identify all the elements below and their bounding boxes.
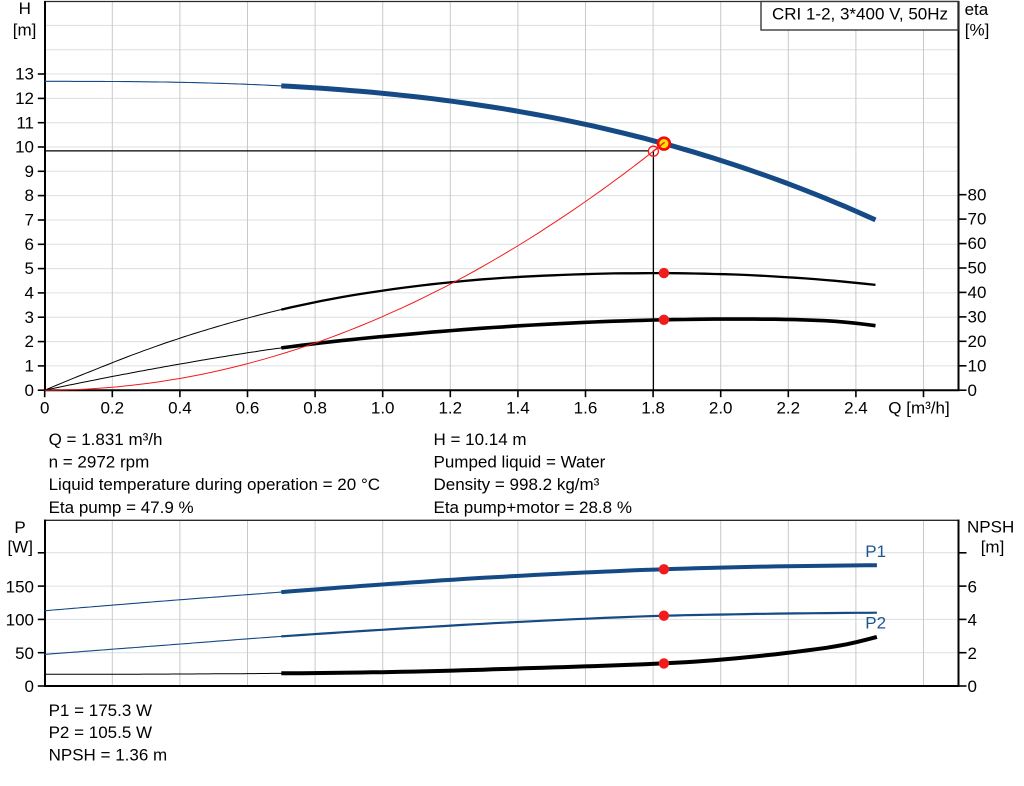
svg-text:1.0: 1.0 [371,398,395,417]
svg-text:11: 11 [16,113,34,132]
svg-text:30: 30 [968,308,987,327]
svg-text:0: 0 [25,381,34,400]
svg-text:0.8: 0.8 [303,398,327,417]
svg-text:[%]: [%] [965,21,990,40]
svg-text:1.4: 1.4 [506,398,530,417]
svg-text:Q = 1.831 m³/h: Q = 1.831 m³/h [49,430,163,449]
svg-text:4: 4 [25,284,34,303]
svg-text:0.6: 0.6 [236,398,260,417]
svg-text:60: 60 [968,234,987,253]
svg-text:P: P [14,518,25,537]
svg-text:H = 10.14 m: H = 10.14 m [434,430,527,449]
svg-text:CRI 1-2, 3*400 V, 50Hz: CRI 1-2, 3*400 V, 50Hz [772,5,948,24]
svg-text:9: 9 [25,162,34,181]
svg-text:2.4: 2.4 [844,398,868,417]
svg-text:1.2: 1.2 [438,398,462,417]
svg-text:[W]: [W] [7,537,33,556]
svg-text:1.8: 1.8 [641,398,665,417]
svg-text:H: H [19,0,31,18]
svg-text:100: 100 [6,611,34,630]
svg-text:4: 4 [968,611,977,630]
svg-text:Pumped liquid = Water: Pumped liquid = Water [434,453,606,472]
svg-text:Density = 998.2 kg/m³: Density = 998.2 kg/m³ [434,475,600,494]
svg-text:P1 = 175.3 W: P1 = 175.3 W [49,701,152,720]
svg-text:8: 8 [25,186,34,205]
svg-text:7: 7 [25,211,34,230]
svg-text:eta: eta [965,0,989,19]
svg-text:50: 50 [968,259,987,278]
svg-text:20: 20 [968,332,987,351]
svg-text:0: 0 [968,381,977,400]
svg-text:5: 5 [25,259,34,278]
svg-text:[m]: [m] [981,537,1005,556]
svg-text:Q [m³/h]: Q [m³/h] [888,398,949,417]
svg-text:2.0: 2.0 [709,398,733,417]
svg-text:3: 3 [25,308,34,327]
svg-text:1.6: 1.6 [574,398,598,417]
svg-text:P2 = 105.5 W: P2 = 105.5 W [49,723,152,742]
svg-text:0: 0 [968,677,977,696]
svg-text:6: 6 [968,577,977,596]
svg-text:0: 0 [25,677,34,696]
svg-text:n = 2972 rpm: n = 2972 rpm [49,453,150,472]
svg-text:10: 10 [15,138,34,157]
svg-text:12: 12 [15,89,34,108]
svg-text:150: 150 [6,577,34,596]
svg-text:13: 13 [15,65,34,84]
svg-text:2.2: 2.2 [776,398,800,417]
svg-text:70: 70 [968,210,987,229]
svg-text:2: 2 [968,644,977,663]
svg-text:0: 0 [40,398,49,417]
svg-text:0.4: 0.4 [168,398,192,417]
svg-text:0.2: 0.2 [100,398,124,417]
svg-text:1: 1 [25,357,34,376]
svg-text:P2: P2 [865,614,886,633]
svg-text:40: 40 [968,283,987,302]
svg-text:Eta pump+motor = 28.8 %: Eta pump+motor = 28.8 % [434,498,632,517]
svg-text:50: 50 [15,644,34,663]
svg-text:2: 2 [25,332,34,351]
svg-text:Eta pump = 47.9 %: Eta pump = 47.9 % [49,498,194,517]
svg-text:Liquid temperature during oper: Liquid temperature during operation = 20… [49,475,380,494]
svg-text:6: 6 [25,235,34,254]
svg-text:NPSH = 1.36 m: NPSH = 1.36 m [49,745,168,764]
svg-text:NPSH: NPSH [967,518,1014,537]
svg-text:10: 10 [968,356,987,375]
svg-text:[m]: [m] [13,21,37,40]
svg-text:80: 80 [968,185,987,204]
svg-text:P1: P1 [865,542,886,561]
